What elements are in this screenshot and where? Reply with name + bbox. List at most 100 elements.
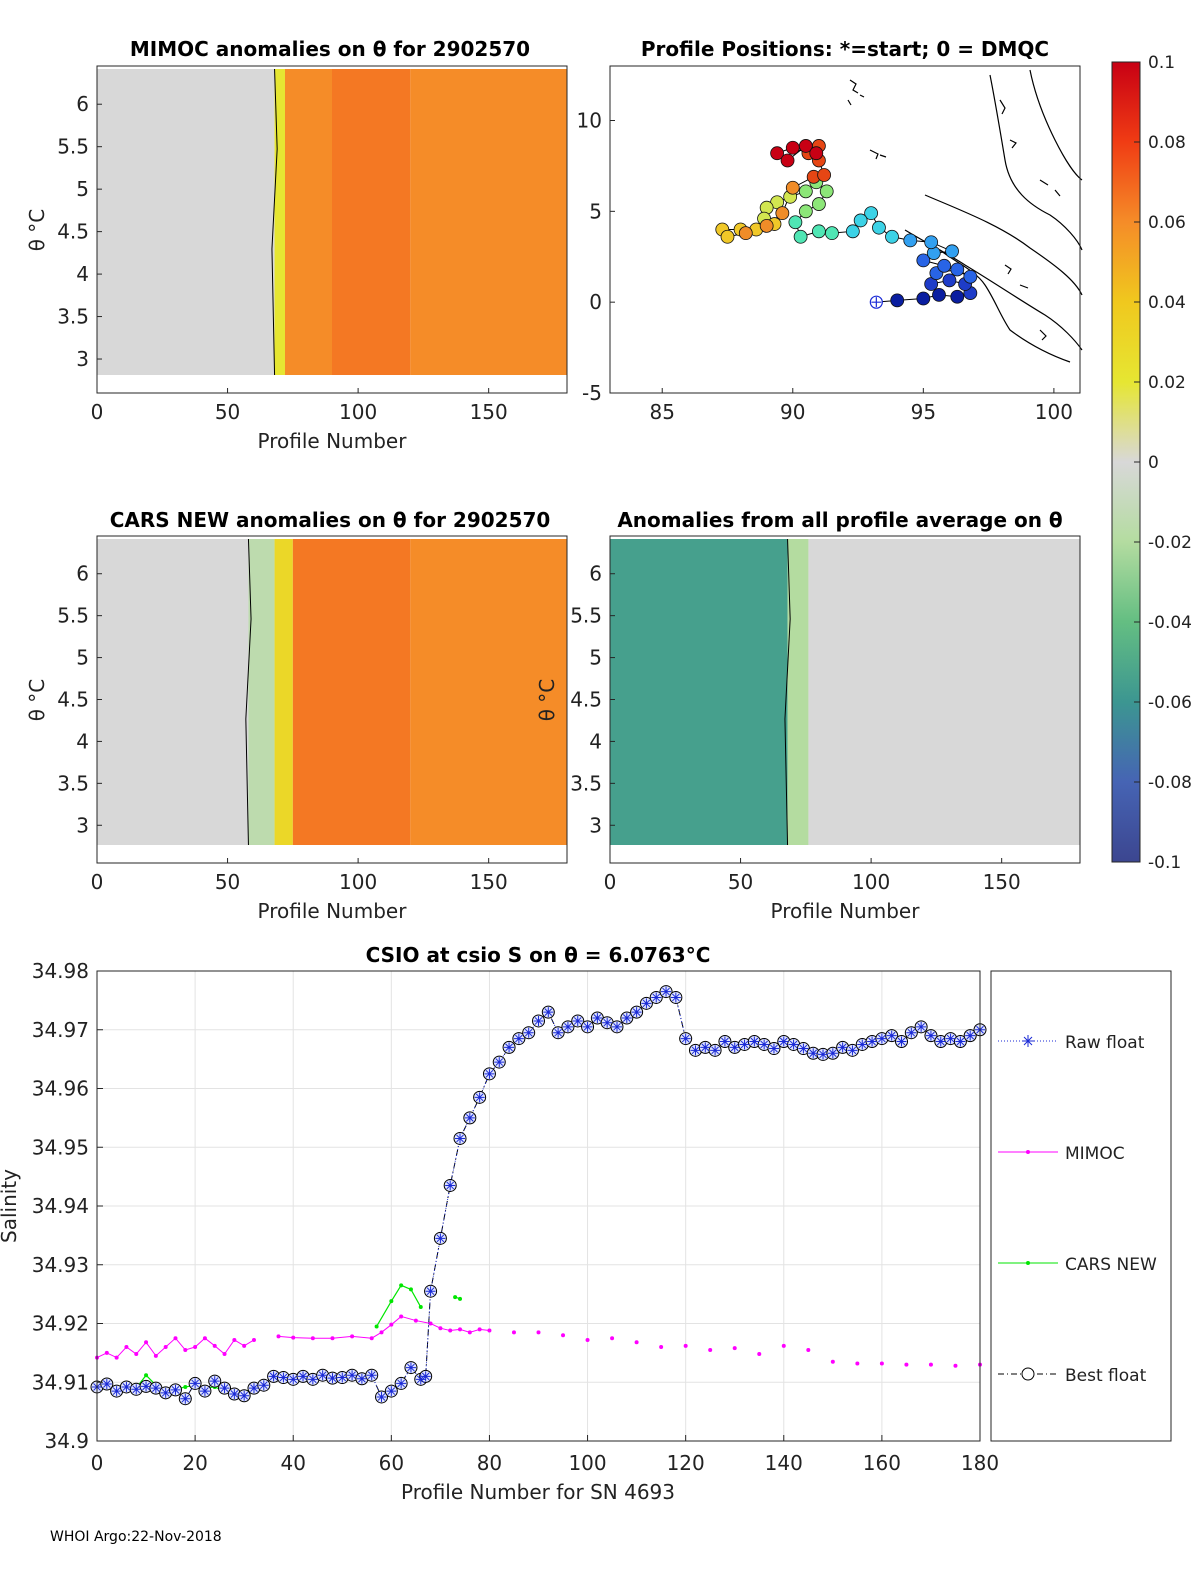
- track-point: [798, 139, 813, 153]
- footer-credit: WHOI Argo:22-Nov-2018: [50, 1529, 222, 1545]
- mimoc-point: [242, 1343, 247, 1348]
- csio-xlabel: Profile Number for SN 4693: [401, 1480, 675, 1504]
- x-tick-label: 90: [780, 400, 805, 424]
- legend-entry: Best float: [998, 1366, 1147, 1386]
- map-title: Profile Positions: *=start; 0 = DMQC: [641, 37, 1049, 61]
- mimoc-title: MIMOC anomalies on θ for 2902570: [130, 37, 530, 61]
- track-point: [811, 197, 826, 211]
- raw-point: [661, 986, 672, 997]
- csio-ylabel: Salinity: [0, 1169, 21, 1243]
- x-tick-label: 100: [1035, 400, 1073, 424]
- raw-point: [101, 1379, 112, 1390]
- raw-point: [248, 1383, 259, 1394]
- raw-point: [857, 1039, 868, 1050]
- contour-line: [784, 538, 791, 846]
- y-tick-label: 34.97: [32, 1018, 89, 1042]
- x-tick-label: 60: [379, 1451, 404, 1475]
- raw-point: [768, 1043, 779, 1054]
- track-point: [937, 258, 952, 273]
- mimoc-point: [114, 1355, 119, 1360]
- raw-point: [464, 1112, 475, 1123]
- track-point: [924, 235, 939, 250]
- legend-entry: Raw float: [998, 1033, 1145, 1053]
- colorbar-tick-label: -0.02: [1148, 533, 1192, 553]
- mimoc-point: [561, 1333, 566, 1338]
- colorbar-tick-label: -0.04: [1148, 613, 1192, 633]
- raw-point: [356, 1373, 367, 1384]
- track-point: [738, 226, 753, 241]
- mimoc-point: [448, 1328, 453, 1333]
- raw-point: [837, 1042, 848, 1053]
- track-start-star: [871, 297, 882, 308]
- x-tick-label: 95: [911, 400, 936, 424]
- cars-point: [418, 1305, 423, 1310]
- raw-point: [523, 1027, 534, 1038]
- mimoc-axes-box: [96, 65, 568, 394]
- raw-point: [611, 1021, 622, 1032]
- mimoc-point: [153, 1353, 158, 1358]
- heatmap-band: [97, 69, 275, 375]
- track-point: [809, 146, 824, 161]
- colorbar-tick-label: 0: [1148, 453, 1159, 473]
- mimoc-point: [330, 1336, 335, 1341]
- raw-point: [739, 1039, 750, 1050]
- track-point: [825, 226, 839, 241]
- raw-point: [680, 1033, 691, 1044]
- raw-point: [160, 1387, 171, 1398]
- y-tick-label: 3: [76, 813, 89, 837]
- heatmap-band: [97, 539, 249, 845]
- raw-point: [121, 1381, 132, 1392]
- contour-line: [245, 538, 252, 846]
- y-tick-label: 34.94: [32, 1194, 89, 1218]
- raw-point: [141, 1381, 152, 1392]
- raw-point: [543, 1007, 554, 1018]
- raw-point: [719, 1036, 730, 1047]
- csio-legend: [990, 970, 1172, 1442]
- raw-point: [847, 1045, 858, 1056]
- x-tick-label: 150: [983, 870, 1021, 894]
- raw-point: [670, 992, 681, 1003]
- colorbar-tick-label: -0.1: [1148, 853, 1181, 873]
- colorbar: 0.1 0.08 0.06 0.04 0.02 0 -0.02 -0.04 -0.06 -0.08…: [1111, 53, 1192, 873]
- y-tick-label: 34.92: [32, 1312, 89, 1336]
- x-tick-label: 80: [477, 1451, 502, 1475]
- mimoc-point: [276, 1334, 281, 1339]
- y-tick-label: 3: [76, 347, 89, 371]
- mimoc-point: [291, 1335, 296, 1340]
- heatmap-band: [610, 539, 788, 845]
- mimoc-point: [144, 1340, 149, 1345]
- mimoc-point: [477, 1327, 482, 1332]
- mimoc-point: [708, 1347, 713, 1352]
- raw-point: [239, 1390, 250, 1401]
- track-point: [819, 184, 834, 199]
- track-point: [775, 206, 790, 221]
- allavg-title: Anomalies from all profile average on θ: [617, 508, 1062, 532]
- raw-point: [435, 1233, 446, 1244]
- mimoc-point: [202, 1336, 207, 1341]
- raw-point: [484, 1068, 495, 1079]
- x-tick-label: 85: [649, 400, 674, 424]
- track-point: [770, 146, 785, 161]
- x-tick-label: 50: [728, 870, 753, 894]
- x-tick-label: 140: [765, 1451, 803, 1475]
- y-tick-label: 4: [589, 729, 602, 753]
- raw-point: [111, 1386, 122, 1397]
- mimoc-point: [379, 1330, 384, 1335]
- y-tick-label: 5.5: [57, 135, 89, 159]
- x-tick-label: 0: [91, 870, 104, 894]
- raw-point: [455, 1133, 466, 1144]
- cars-title: CARS NEW anomalies on θ for 2902570: [110, 508, 551, 532]
- legend-raw-marker: [1022, 1035, 1034, 1047]
- raw-point: [190, 1378, 201, 1389]
- raw-point: [337, 1372, 348, 1383]
- track-point: [788, 215, 803, 230]
- x-tick-label: 20: [182, 1451, 207, 1475]
- mimoc-point: [487, 1328, 492, 1333]
- track-point: [950, 289, 965, 304]
- track-point: [916, 291, 931, 306]
- cars-point: [144, 1373, 149, 1378]
- mimoc-point: [438, 1326, 443, 1331]
- raw-point: [366, 1370, 377, 1381]
- mimoc-point: [104, 1350, 109, 1355]
- cars-point: [399, 1283, 404, 1288]
